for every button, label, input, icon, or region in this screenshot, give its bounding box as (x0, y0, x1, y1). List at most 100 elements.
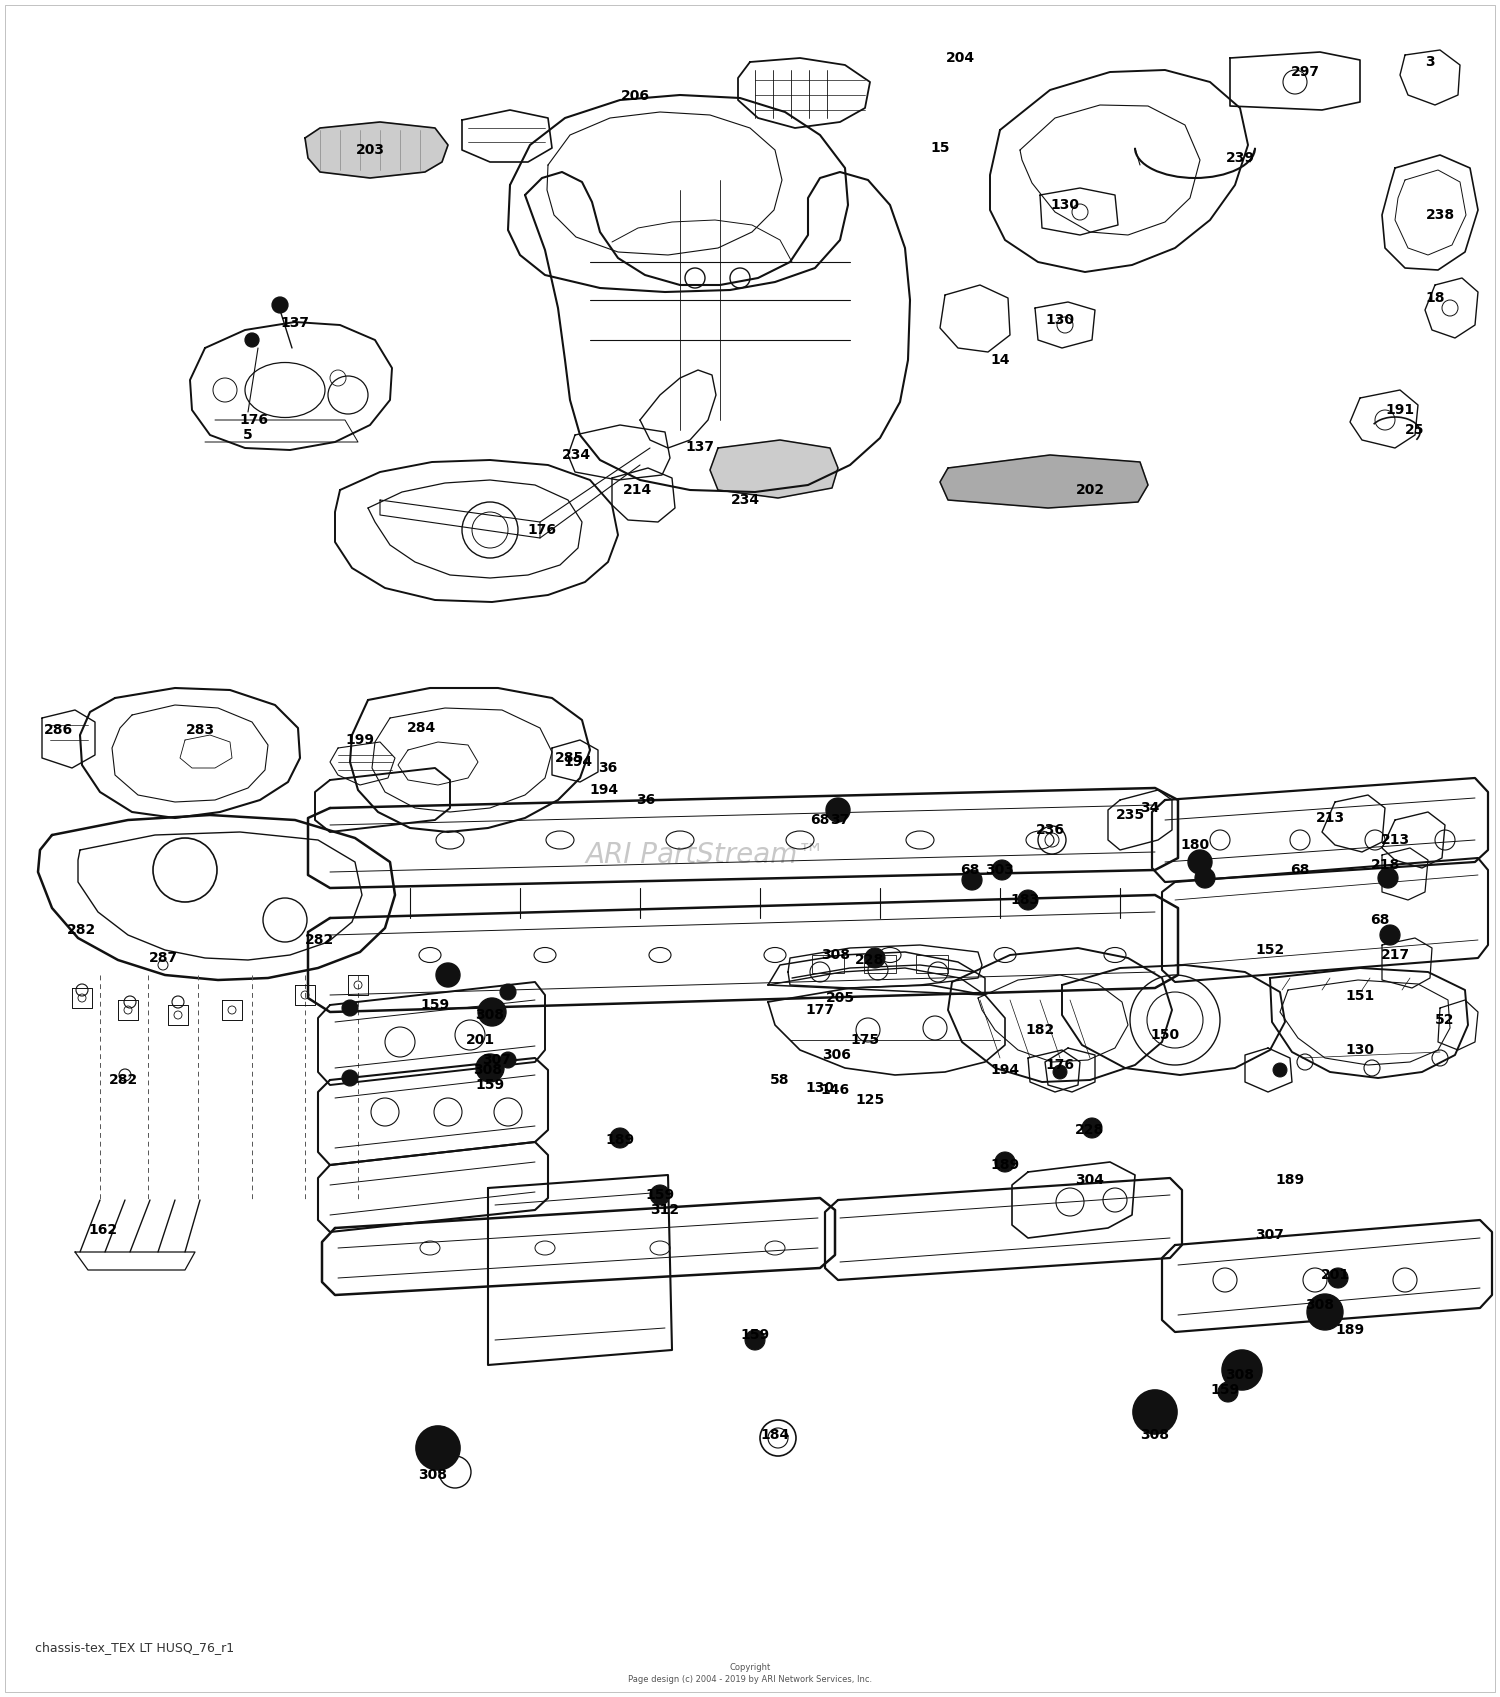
Circle shape (1082, 1118, 1102, 1139)
Text: ARI PartStream™: ARI PartStream™ (585, 842, 825, 869)
Circle shape (1306, 1295, 1342, 1330)
Text: 159: 159 (476, 1078, 504, 1091)
Text: 180: 180 (1180, 838, 1209, 852)
Text: 308: 308 (476, 1008, 504, 1022)
Text: 284: 284 (408, 721, 436, 735)
Circle shape (1218, 1381, 1237, 1402)
Text: 5: 5 (243, 428, 254, 441)
Text: 282: 282 (68, 923, 96, 937)
Text: 176: 176 (1046, 1057, 1074, 1073)
Circle shape (1132, 1390, 1178, 1434)
Circle shape (478, 998, 506, 1027)
Text: 68: 68 (960, 864, 980, 877)
Text: 205: 205 (825, 991, 855, 1005)
Text: 137: 137 (280, 316, 309, 329)
Circle shape (272, 297, 288, 312)
Text: 68: 68 (1371, 913, 1389, 927)
Text: 3: 3 (1425, 54, 1436, 70)
Bar (864, 955, 895, 972)
Text: 58: 58 (771, 1073, 789, 1088)
Text: 130: 130 (1050, 199, 1080, 212)
Text: 194: 194 (990, 1062, 1020, 1078)
Text: 176: 176 (528, 523, 556, 536)
Circle shape (1328, 1268, 1348, 1288)
Text: 308: 308 (1305, 1298, 1335, 1312)
Text: 125: 125 (855, 1093, 885, 1106)
Text: 37: 37 (831, 813, 849, 826)
Text: 304: 304 (1076, 1173, 1104, 1186)
Circle shape (1222, 1351, 1262, 1390)
Text: 34: 34 (1140, 801, 1160, 815)
Text: 159: 159 (741, 1329, 770, 1342)
Text: 307: 307 (1256, 1229, 1284, 1242)
Text: 162: 162 (88, 1224, 117, 1237)
Text: 312: 312 (651, 1203, 680, 1217)
Text: 25: 25 (1406, 423, 1425, 438)
Text: 206: 206 (621, 88, 650, 104)
Text: 36: 36 (598, 760, 618, 776)
Text: 68: 68 (1290, 864, 1310, 877)
Circle shape (436, 962, 460, 988)
Text: 214: 214 (622, 484, 651, 497)
Circle shape (994, 1152, 1016, 1173)
Text: 213: 213 (1380, 833, 1410, 847)
Text: 14: 14 (990, 353, 1010, 367)
Circle shape (1274, 1062, 1287, 1078)
Text: 239: 239 (1226, 151, 1254, 165)
Circle shape (1196, 867, 1215, 888)
Text: 36: 36 (636, 792, 656, 808)
Text: 308: 308 (822, 949, 850, 962)
Circle shape (827, 798, 850, 821)
Text: 184: 184 (760, 1427, 789, 1442)
Text: Page design (c) 2004 - 2019 by ARI Network Services, Inc.: Page design (c) 2004 - 2019 by ARI Netwo… (628, 1675, 872, 1685)
Text: 307: 307 (483, 1054, 512, 1067)
Text: 130: 130 (1346, 1044, 1374, 1057)
Polygon shape (304, 122, 448, 178)
Text: 203: 203 (356, 143, 384, 158)
Text: 15: 15 (930, 141, 950, 154)
Circle shape (1378, 867, 1398, 888)
Text: 52: 52 (1436, 1013, 1455, 1027)
Text: 235: 235 (1116, 808, 1144, 821)
Text: 228: 228 (1076, 1123, 1104, 1137)
Text: 189: 189 (606, 1134, 634, 1147)
Text: 182: 182 (1026, 1023, 1054, 1037)
Text: 234: 234 (730, 494, 759, 507)
Text: 159: 159 (1210, 1383, 1239, 1397)
Bar (916, 955, 948, 972)
Text: 176: 176 (240, 412, 268, 428)
Polygon shape (710, 440, 839, 497)
Text: 282: 282 (306, 933, 334, 947)
Text: 159: 159 (645, 1188, 675, 1201)
Text: 199: 199 (345, 733, 375, 747)
Text: 146: 146 (821, 1083, 849, 1096)
Text: 150: 150 (1150, 1028, 1179, 1042)
Circle shape (610, 1129, 630, 1147)
Text: 308: 308 (474, 1062, 502, 1078)
Text: 68: 68 (810, 813, 830, 826)
Text: 151: 151 (1346, 989, 1374, 1003)
Text: 204: 204 (945, 51, 975, 64)
Text: 201: 201 (465, 1033, 495, 1047)
Text: 130: 130 (806, 1081, 834, 1095)
Circle shape (500, 984, 516, 1000)
Circle shape (476, 1054, 504, 1083)
Circle shape (500, 1052, 516, 1067)
Circle shape (1188, 850, 1212, 874)
Text: 286: 286 (44, 723, 72, 736)
Text: 282: 282 (110, 1073, 138, 1088)
Bar (812, 955, 844, 972)
Text: 137: 137 (686, 440, 714, 455)
Text: 194: 194 (590, 782, 618, 798)
Text: 283: 283 (186, 723, 214, 736)
Text: 159: 159 (420, 998, 450, 1011)
Text: 303: 303 (986, 864, 1014, 877)
Text: 130: 130 (1046, 312, 1074, 328)
Text: 238: 238 (1425, 209, 1455, 222)
Circle shape (1019, 889, 1038, 910)
Text: 234: 234 (561, 448, 591, 462)
Text: 308: 308 (419, 1468, 447, 1481)
Text: 308: 308 (1226, 1368, 1254, 1381)
Circle shape (992, 860, 1012, 881)
Polygon shape (940, 455, 1148, 507)
